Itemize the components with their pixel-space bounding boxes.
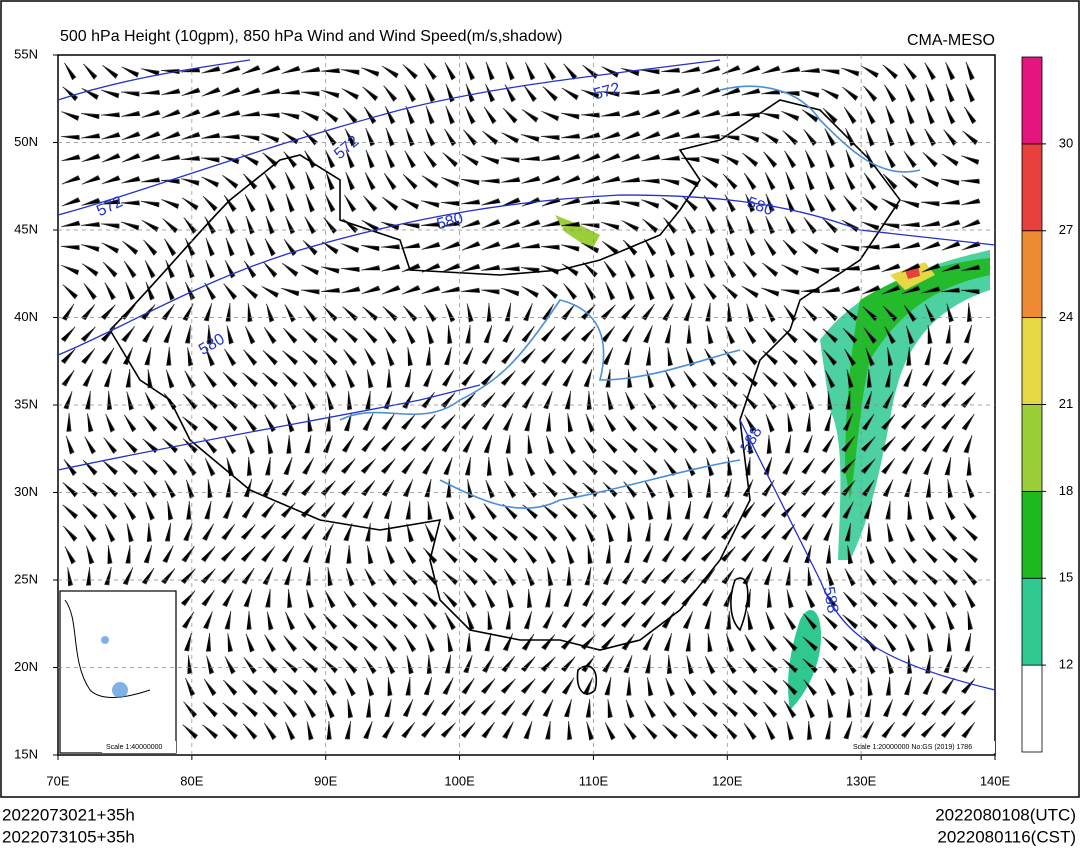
contour bbox=[57, 194, 996, 356]
lat-label: 25N bbox=[14, 571, 38, 586]
colorbar-label: 12 bbox=[1059, 657, 1073, 672]
colorbar-label: 24 bbox=[1059, 309, 1073, 324]
lat-label: 40N bbox=[14, 309, 38, 324]
source: CMA-MESO bbox=[907, 32, 995, 49]
colorbar-segment bbox=[1021, 577, 1043, 666]
lat-label: 35N bbox=[14, 396, 38, 411]
lon-label: 70E bbox=[46, 773, 69, 788]
colorbar-segment bbox=[1021, 490, 1043, 579]
lat-label: 15N bbox=[14, 746, 38, 761]
lat-label: 20N bbox=[14, 659, 38, 674]
contour bbox=[57, 59, 251, 101]
colorbar: 12 15 18 21 24 27 30 bbox=[1021, 56, 1073, 753]
wind-shading bbox=[555, 215, 600, 250]
colorbar-label: 18 bbox=[1059, 483, 1073, 498]
colorbar-label: 15 bbox=[1059, 570, 1073, 585]
contour-label: 580 bbox=[435, 210, 465, 233]
borders bbox=[109, 99, 901, 695]
lon-label: 140E bbox=[980, 773, 1011, 788]
valid-utc: 2022080108(UTC) bbox=[935, 805, 1076, 824]
lon-label: 110E bbox=[579, 773, 609, 788]
contour-label: 572 bbox=[592, 80, 622, 103]
lon-label: 130E bbox=[846, 773, 877, 788]
wind-barbs bbox=[60, 61, 981, 741]
colorbar-label: 27 bbox=[1059, 222, 1073, 237]
lat-label: 45N bbox=[14, 221, 38, 236]
lon-label: 90E bbox=[314, 773, 337, 788]
frame bbox=[0, 0, 1080, 798]
colorbar-segment bbox=[1021, 56, 1043, 145]
rivers bbox=[339, 85, 921, 509]
lon-label: 100E bbox=[444, 773, 475, 788]
lon-label: 80E bbox=[180, 773, 203, 788]
map: Scale 1:40000000 Scale 1:20000000 No:GS … bbox=[53, 54, 996, 760]
inset-map: Scale 1:40000000 bbox=[59, 590, 177, 754]
colorbar-segment bbox=[1021, 664, 1043, 753]
map-scale: Scale 1:20000000 No:GS (2019) 1786 bbox=[853, 744, 972, 751]
title: 500 hPa Height (10gpm), 850 hPa Wind and… bbox=[60, 28, 563, 45]
colorbar-segment bbox=[1021, 404, 1043, 492]
valid-cst: 2022080116(CST) bbox=[937, 827, 1076, 846]
colorbar-segment bbox=[1021, 143, 1043, 232]
contour bbox=[57, 59, 721, 216]
lat-label: 50N bbox=[14, 134, 38, 149]
colorbar-label: 21 bbox=[1059, 396, 1073, 411]
contour-label: 588 bbox=[820, 585, 841, 614]
colorbar-segment bbox=[1021, 230, 1043, 319]
lat-label: 55N bbox=[14, 46, 38, 61]
contour bbox=[57, 384, 481, 471]
init-cst: 2022073105+35h bbox=[2, 827, 135, 846]
scale-box bbox=[850, 741, 995, 753]
lon-label: 120E bbox=[712, 773, 743, 788]
wind-shading bbox=[845, 258, 990, 500]
colorbar-label: 30 bbox=[1059, 135, 1073, 150]
inset-scale: Scale 1:40000000 bbox=[106, 744, 163, 751]
lat-label: 30N bbox=[14, 484, 38, 499]
init-utc: 2022073021+35h bbox=[2, 805, 135, 824]
colorbar-segment bbox=[1021, 317, 1043, 405]
